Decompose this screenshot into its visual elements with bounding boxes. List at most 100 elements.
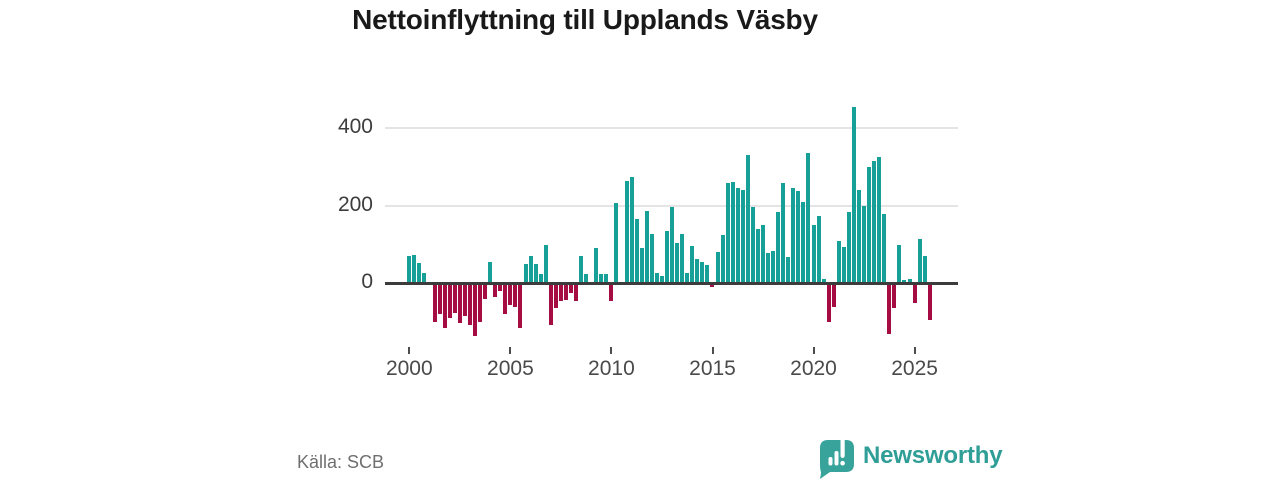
bar-2021-Q1 — [831, 283, 836, 307]
bar-2011-Q3 — [639, 247, 644, 284]
brand-wordmark: Newsworthy — [863, 442, 1003, 469]
x-axis-label-2015: 2015 — [689, 357, 736, 380]
newsworthy-logo-icon — [816, 434, 856, 485]
bar-2005-Q3 — [518, 283, 523, 328]
bar-2019-Q4 — [806, 153, 811, 284]
x-axis-label-2025: 2025 — [891, 357, 938, 380]
bar-2008-Q3 — [579, 256, 584, 284]
bar-2006-Q2 — [533, 263, 538, 284]
bar-2019-Q3 — [801, 201, 806, 284]
bar-2001-Q4 — [442, 283, 447, 328]
bar-2017-Q3 — [761, 224, 765, 284]
bar-2014-Q1 — [690, 246, 695, 284]
bar-2001-Q3 — [437, 283, 442, 315]
bar-2018-Q4 — [786, 256, 791, 284]
bar-2019-Q2 — [796, 191, 801, 284]
bar-2009-Q4 — [604, 273, 609, 284]
bar-2009-Q2 — [594, 248, 599, 284]
source-note: Källa: SCB — [297, 452, 385, 472]
bar-2022-Q3 — [862, 205, 867, 284]
bar-2025-Q4 — [927, 283, 932, 321]
bar-2023-Q1 — [872, 161, 877, 284]
bar-2016-Q4 — [745, 154, 750, 284]
bar-2010-Q1 — [609, 283, 614, 301]
bar-2006-Q4 — [543, 244, 548, 284]
bar-2008-Q1 — [569, 283, 573, 293]
bar-2001-Q2 — [432, 283, 437, 323]
y-axis-tick-label: 400 — [337, 115, 373, 139]
bar-2010-Q2 — [614, 202, 619, 284]
bar-2013-Q4 — [685, 273, 690, 284]
bar-2025-Q3 — [922, 256, 927, 284]
x-axis-label-2010: 2010 — [588, 357, 635, 380]
bar-2020-Q4 — [826, 283, 831, 323]
bar-2017-Q1 — [750, 206, 755, 284]
bar-2023-Q4 — [887, 283, 892, 334]
bar-2000-Q1 — [407, 256, 412, 284]
bar-2023-Q2 — [877, 157, 882, 284]
bar-2003-Q2 — [472, 283, 477, 336]
bar-2022-Q4 — [867, 167, 872, 284]
bar-2004-Q4 — [503, 283, 508, 315]
bar-2024-Q1 — [892, 283, 897, 309]
brand-lockup: Newsworthy — [816, 435, 1003, 480]
bar-2021-Q3 — [841, 246, 846, 284]
chart-title: Nettoinflyttning till Upplands Väsby — [352, 4, 818, 35]
bar-2005-Q1 — [508, 283, 513, 305]
x-axis-label-2005: 2005 — [487, 357, 534, 380]
bar-2021-Q4 — [846, 212, 851, 284]
bar-2023-Q3 — [882, 214, 887, 284]
x-axis-tick-2000 — [408, 347, 411, 354]
bar-2022-Q2 — [857, 190, 862, 284]
bar-2020-Q3 — [821, 279, 826, 284]
bar-2025-Q1 — [912, 283, 917, 303]
bar-2018-Q2 — [776, 212, 781, 284]
bar-2011-Q2 — [634, 219, 639, 284]
bar-2006-Q1 — [528, 256, 533, 284]
x-axis-tick-2020 — [812, 347, 815, 354]
bar-2015-Q3 — [720, 234, 725, 284]
x-axis-tick-2025 — [913, 347, 916, 354]
bar-2017-Q2 — [755, 229, 760, 284]
bar-2004-Q3 — [498, 283, 503, 292]
bar-2003-Q4 — [483, 283, 488, 299]
bar-2020-Q1 — [811, 225, 816, 284]
bar-2022-Q1 — [851, 106, 856, 284]
bar-2000-Q2 — [412, 254, 417, 284]
bar-2012-Q2 — [654, 273, 659, 284]
bar-2006-Q3 — [538, 273, 543, 284]
bar-2024-Q4 — [907, 279, 912, 284]
bar-2021-Q2 — [836, 240, 841, 284]
bar-2013-Q3 — [680, 234, 685, 284]
bar-2011-Q1 — [629, 176, 634, 284]
x-axis-zero-line — [385, 281, 958, 285]
bar-2016-Q1 — [730, 181, 735, 284]
bar-2024-Q2 — [897, 244, 902, 284]
bar-2012-Q1 — [649, 233, 654, 284]
x-axis-tick-2005 — [509, 347, 512, 354]
bar-2019-Q1 — [791, 188, 796, 284]
bar-2024-Q3 — [902, 280, 907, 284]
bar-2004-Q1 — [488, 262, 493, 284]
x-axis-tick-2010 — [610, 347, 613, 354]
bar-2007-Q4 — [563, 283, 568, 300]
bar-2008-Q4 — [584, 273, 589, 284]
bar-2009-Q3 — [599, 273, 604, 284]
bar-2018-Q3 — [781, 182, 786, 284]
x-axis-tick-2015 — [711, 347, 714, 354]
x-axis-label-2020: 2020 — [790, 357, 837, 380]
gridline-y200 — [385, 204, 958, 207]
bar-2015-Q2 — [715, 251, 720, 284]
bar-2007-Q3 — [558, 283, 563, 302]
bar-2018-Q1 — [771, 250, 776, 284]
bar-2020-Q2 — [816, 215, 821, 284]
bar-2015-Q1 — [710, 283, 715, 288]
bar-2012-Q3 — [659, 275, 664, 284]
bar-2000-Q3 — [417, 263, 422, 284]
bar-2013-Q2 — [675, 243, 680, 284]
bar-2014-Q3 — [700, 262, 705, 284]
bar-2007-Q1 — [548, 283, 553, 325]
bar-2011-Q4 — [644, 211, 649, 284]
bar-2002-Q4 — [462, 283, 467, 317]
